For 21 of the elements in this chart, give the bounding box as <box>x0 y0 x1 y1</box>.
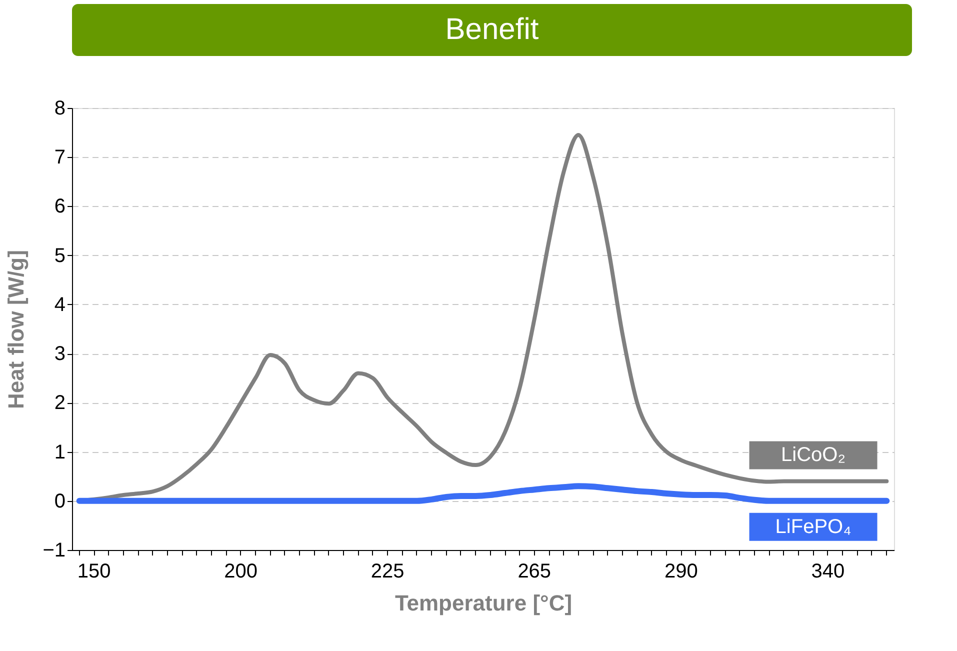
x-tick-label: 290 <box>664 560 698 582</box>
y-axis-title: Heat flow [W/g] <box>4 250 29 409</box>
y-tick-label: 1 <box>54 441 66 464</box>
x-axis-title: Temperature [°C] <box>394 590 572 616</box>
y-tick-label: 6 <box>54 196 66 218</box>
y-tick-label: 4 <box>54 294 66 316</box>
x-tick-label: 340 <box>811 560 845 582</box>
y-tick-label: 2 <box>54 392 66 414</box>
y-tick-label: 8 <box>54 98 66 120</box>
x-tick-label: 225 <box>370 560 404 582</box>
chart-title: Benefit <box>445 13 540 46</box>
y-tick-label: 3 <box>54 343 66 366</box>
series-label: LiFePO₄ <box>775 516 852 538</box>
x-tick-label: 265 <box>518 560 552 582</box>
y-tick-label: 0 <box>54 490 66 512</box>
y-tick-label: −1 <box>42 540 66 562</box>
x-tick-label: 200 <box>224 560 258 582</box>
y-tick-label: 5 <box>54 244 66 267</box>
series-label: LiCoO₂ <box>781 444 846 466</box>
y-tick-label: 7 <box>54 146 66 169</box>
x-tick-label: 150 <box>77 560 111 582</box>
